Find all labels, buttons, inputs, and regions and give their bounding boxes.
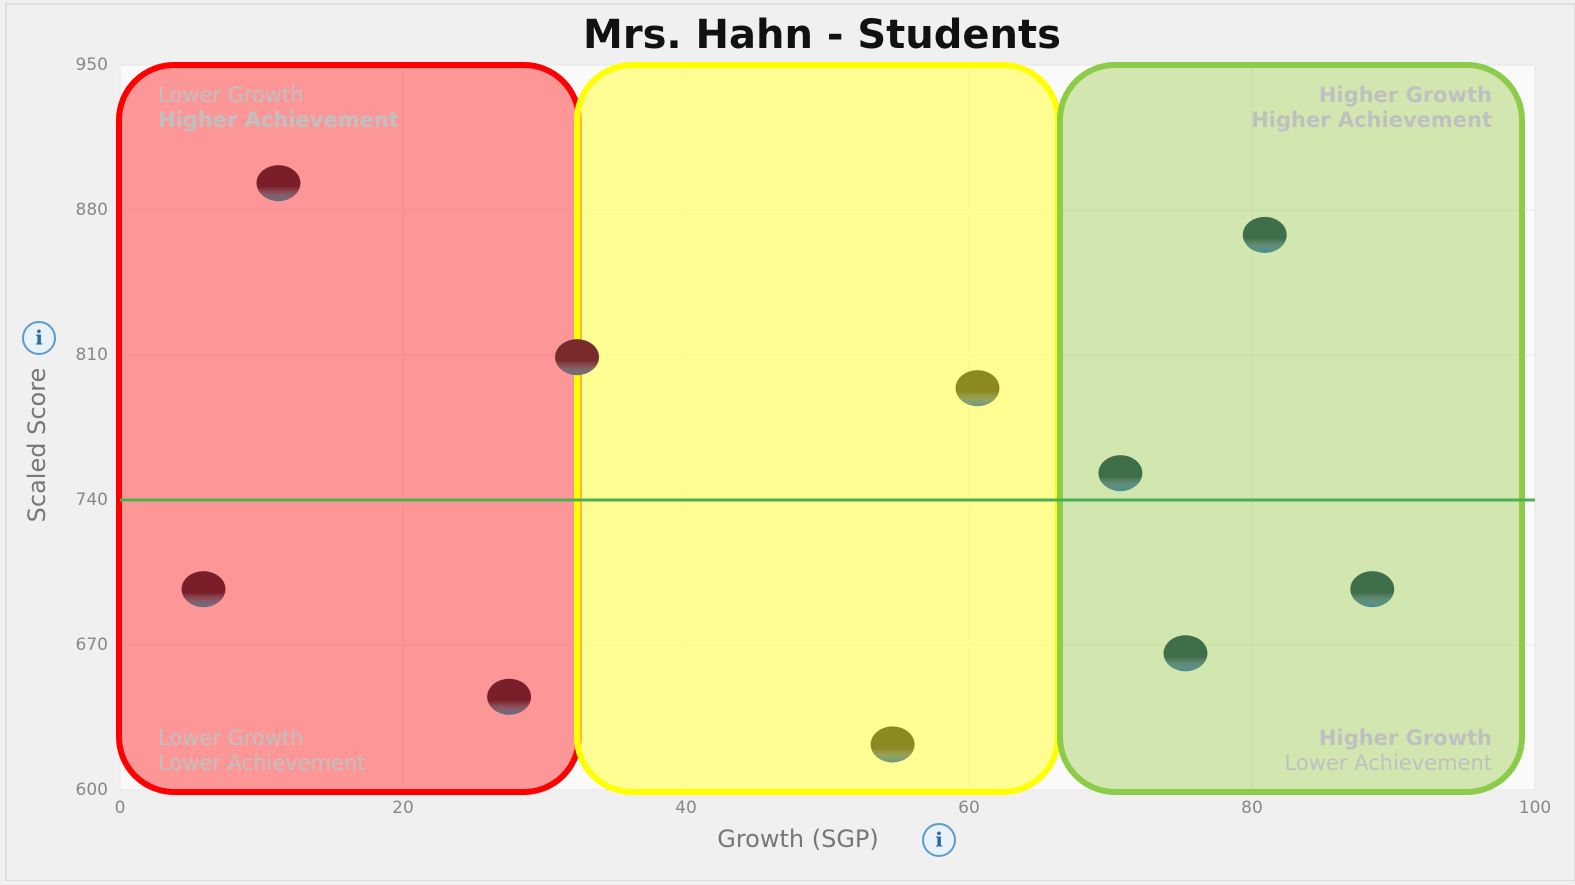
point-shine (1163, 635, 1208, 672)
info-icon-label: i (935, 828, 943, 852)
x-tick-label: 40 (675, 798, 697, 818)
quadrant-label: Higher Achievement (158, 108, 399, 132)
point-shine (1098, 455, 1143, 492)
y-tick-label: 600 (76, 780, 108, 800)
y-tick-label: 740 (76, 490, 108, 510)
x-axis-label: Growth (SGP) (717, 825, 879, 853)
point-shine (955, 370, 1000, 407)
y-tick-label: 670 (76, 635, 108, 655)
info-icon[interactable]: i (22, 321, 56, 355)
x-tick-label: 0 (115, 798, 126, 818)
quadrant-label: Lower Growth (158, 726, 304, 750)
y-axis-label: Scaled Score (23, 368, 51, 523)
quadrant-label: Lower Achievement (1285, 751, 1492, 775)
chart-title: Mrs. Hahn - Students (583, 12, 1061, 58)
quadrant-label: Lower Achievement (158, 751, 365, 775)
quadrant-label: Higher Growth (1319, 83, 1492, 107)
info-icon[interactable]: i (922, 823, 956, 857)
point-shine (1350, 571, 1395, 608)
point-shine (181, 571, 226, 608)
quadrant-label: Higher Growth (1319, 726, 1492, 750)
point-shine (1242, 216, 1287, 253)
y-tick-label: 950 (76, 55, 108, 75)
quadrant-label: Higher Achievement (1251, 108, 1492, 132)
point-shine (870, 726, 915, 763)
point-shine (487, 678, 532, 715)
zone-green (1057, 62, 1525, 795)
x-tick-label: 60 (958, 798, 980, 818)
point-shine (555, 339, 600, 376)
x-tick-label: 100 (1519, 798, 1551, 818)
zone-yellow (574, 62, 1061, 795)
x-tick-label: 80 (1241, 798, 1263, 818)
point-shine (256, 165, 301, 202)
y-tick-label: 810 (76, 345, 108, 365)
x-tick-label: 20 (392, 798, 414, 818)
info-icon-label: i (35, 326, 43, 350)
quadrant-label: Lower Growth (158, 83, 304, 107)
y-tick-label: 880 (76, 200, 108, 220)
